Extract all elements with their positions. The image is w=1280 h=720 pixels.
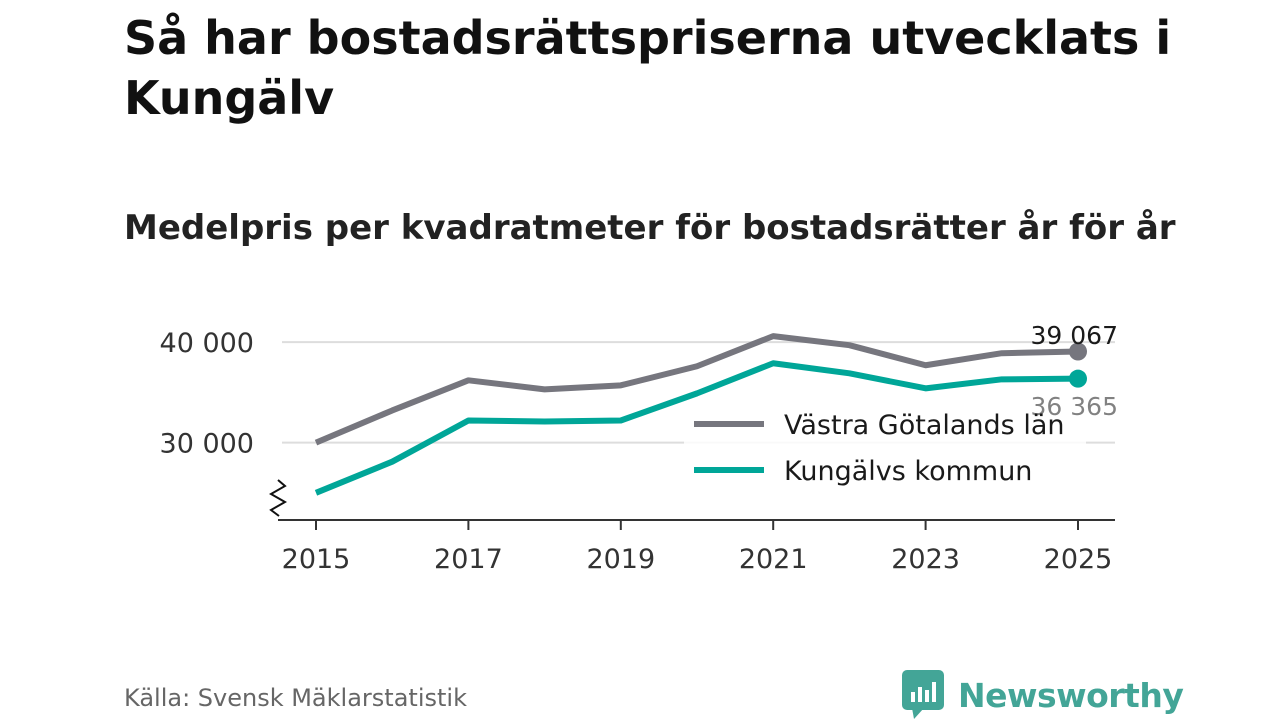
x-tick-label: 2019 — [586, 544, 655, 575]
y-axis-ticks: 30 000 40 000 — [160, 328, 254, 459]
x-tick-label: 2021 — [739, 544, 808, 575]
y-tick-label: 30 000 — [160, 429, 254, 460]
series-end-dot-1 — [1069, 369, 1087, 388]
series-end-dot-0 — [1069, 342, 1087, 361]
series-line-1 — [314, 360, 1079, 496]
end-value-label: 36 365 — [1031, 392, 1118, 421]
x-axis: 2015 2017 2019 2021 2023 2025 — [268, 479, 1115, 575]
x-tick-label: 2017 — [434, 544, 503, 575]
source-note: Källa: Svensk Mäklarstatistik — [124, 684, 467, 712]
legend: Västra Götalands län Kungälvs kommun — [684, 405, 1086, 497]
end-value-label: 39 067 — [1031, 321, 1118, 350]
legend-background — [684, 405, 1086, 497]
legend-label: Västra Götalands län — [784, 410, 1064, 441]
chart-subtitle: Medelpris per kvadratmeter för bostadsrä… — [124, 208, 1176, 248]
legend-label: Kungälvs kommun — [784, 456, 1032, 487]
series-line-0 — [314, 333, 1079, 446]
axis-break-icon — [268, 479, 288, 517]
x-tick-label: 2015 — [282, 544, 351, 575]
x-tick-label: 2025 — [1044, 544, 1113, 575]
series-lines — [314, 333, 1087, 496]
x-tick-label: 2023 — [891, 544, 960, 575]
chart-title: Så har bostadsrättspriserna utvecklats i… — [124, 11, 1172, 125]
end-labels: 39 067 36 365 — [1031, 321, 1118, 421]
brand-name: Newsworthy — [958, 675, 1184, 715]
y-tick-label: 40 000 — [160, 328, 254, 359]
line-chart: 30 000 40 000 2015 2017 2019 2021 2023 2025 Vä… — [160, 321, 1118, 575]
newsworthy-logo-icon — [902, 670, 944, 719]
brand-logo: Newsworthy — [902, 670, 1184, 720]
